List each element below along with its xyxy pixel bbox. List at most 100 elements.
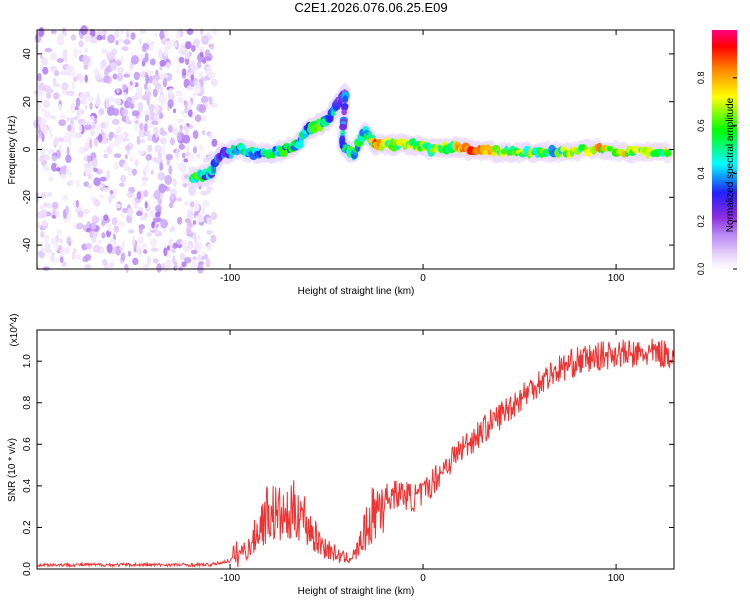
noise-cell [39, 54, 44, 60]
noise-cell [66, 236, 72, 245]
noise-cell [176, 197, 183, 202]
noise-cell [152, 217, 161, 222]
noise-cell [51, 201, 59, 210]
noise-cell [47, 176, 54, 183]
noise-cell [84, 141, 90, 152]
noise-cell [122, 162, 129, 171]
noise-cell [136, 135, 141, 146]
noise-cell [119, 28, 125, 35]
colorbar-ticks: 0.0 0.2 0.4 0.6 0.8 [696, 72, 737, 275]
noise-cell [151, 221, 155, 229]
noise-cell [73, 77, 77, 82]
noise-cell [188, 243, 192, 253]
noise-cell [136, 191, 142, 200]
noise-cell [58, 103, 62, 112]
x-tick-label: -100 [220, 573, 240, 584]
noise-cell [199, 143, 204, 152]
noise-cell [89, 115, 95, 121]
noise-cell [41, 124, 48, 135]
noise-cell [177, 162, 185, 171]
noise-cell [168, 202, 174, 209]
noise-cell [86, 121, 90, 126]
y-tick-label: 40 [22, 48, 33, 60]
noise-cell [54, 242, 59, 252]
noise-cell [51, 155, 58, 162]
noise-cell [59, 256, 64, 263]
noise-cell [124, 136, 130, 143]
noise-cell [149, 42, 154, 48]
noise-cell [163, 48, 169, 57]
noise-cell [61, 194, 69, 201]
noise-cell [163, 30, 170, 37]
noise-cell [132, 168, 137, 176]
noise-cell [96, 31, 103, 36]
noise-cell [142, 243, 147, 252]
x-tick-label: -100 [220, 273, 240, 284]
noise-cell [190, 63, 196, 73]
noise-cell [159, 59, 166, 67]
noise-cell [154, 144, 162, 154]
noise-cell [145, 153, 153, 161]
noise-cell [144, 165, 149, 173]
noise-cell [189, 124, 194, 130]
y-tick-label: 20 [22, 96, 33, 108]
noise-cell [78, 40, 84, 48]
trace-cell [341, 105, 348, 112]
noise-cell [186, 28, 194, 35]
noise-cell [146, 255, 151, 266]
noise-cell [191, 249, 197, 255]
noise-cell [201, 205, 205, 216]
noise-cell [154, 31, 158, 38]
noise-cell [114, 29, 120, 39]
noise-cell [53, 136, 59, 147]
noise-cell [142, 57, 149, 63]
y-tick-label: 0.6 [22, 437, 33, 451]
noise-cell [156, 263, 162, 273]
noise-cell [37, 73, 42, 82]
noise-cell [74, 106, 79, 111]
noise-cell [43, 110, 51, 120]
noise-cell [113, 161, 120, 170]
snr-scale-label: (x10^4) [9, 313, 20, 346]
noise-cell [51, 162, 58, 172]
noise-cell [178, 49, 183, 55]
noise-cell [75, 111, 81, 120]
noise-cell [192, 256, 197, 261]
noise-cell [117, 221, 126, 227]
colorbar-label: Normalized spectral amplitude [725, 97, 736, 232]
noise-cell [66, 90, 75, 97]
noise-cell [149, 238, 158, 248]
noise-cell [157, 48, 163, 58]
noise-cell [132, 235, 136, 246]
noise-cell [187, 108, 193, 118]
noise-cell [87, 96, 95, 102]
noise-cell [61, 82, 69, 91]
noise-cell [123, 39, 131, 45]
noise-cell [112, 108, 120, 116]
noise-cell [40, 107, 46, 113]
snr-x-label: Height of straight line (km) [298, 586, 415, 597]
noise-cell [78, 124, 83, 133]
noise-cell [148, 209, 157, 217]
noise-cell [177, 96, 184, 104]
noise-cell [177, 216, 183, 225]
noise-cell [105, 99, 110, 109]
noise-cell [180, 239, 189, 246]
noise-cell [101, 29, 108, 35]
noise-cell [123, 92, 127, 99]
noise-cell [112, 73, 118, 80]
noise-cell [187, 64, 192, 72]
noise-cell [179, 252, 186, 261]
noise-cell [94, 73, 102, 81]
noise-cell [120, 55, 124, 64]
noise-cell [42, 165, 51, 171]
noise-cell [80, 109, 85, 115]
noise-cell [59, 238, 63, 244]
noise-cell [138, 225, 144, 235]
snr-panel: -100 0 100 0.0 0.2 0.4 0.6 0.8 1.0 Height of str… [7, 313, 675, 597]
noise-cell [93, 167, 98, 173]
noise-cell [36, 102, 42, 111]
noise-cell [210, 234, 217, 244]
noise-cell [55, 210, 60, 218]
